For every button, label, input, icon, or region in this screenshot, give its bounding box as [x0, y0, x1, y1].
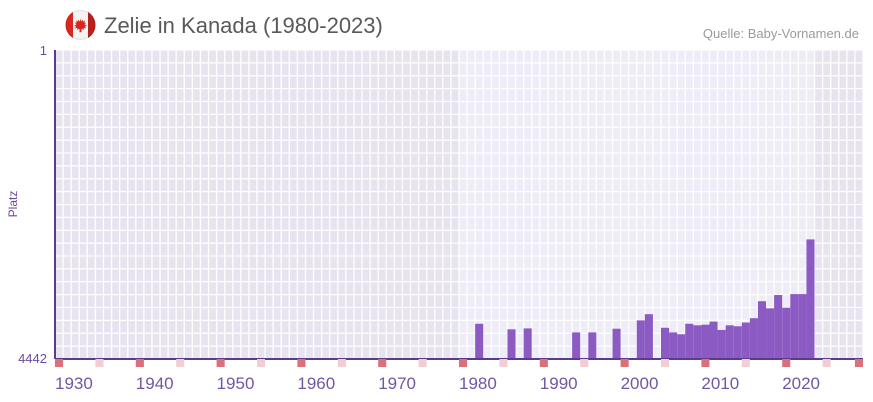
svg-text:2020: 2020 — [782, 374, 820, 393]
svg-text:1930: 1930 — [55, 374, 93, 393]
svg-text:4442: 4442 — [18, 351, 47, 366]
svg-text:1940: 1940 — [136, 374, 174, 393]
svg-text:1990: 1990 — [540, 374, 578, 393]
svg-text:1: 1 — [40, 43, 47, 58]
svg-text:1970: 1970 — [378, 374, 416, 393]
svg-text:2010: 2010 — [701, 374, 739, 393]
svg-text:2000: 2000 — [621, 374, 659, 393]
svg-text:1950: 1950 — [217, 374, 255, 393]
svg-text:1960: 1960 — [297, 374, 335, 393]
svg-text:1980: 1980 — [459, 374, 497, 393]
